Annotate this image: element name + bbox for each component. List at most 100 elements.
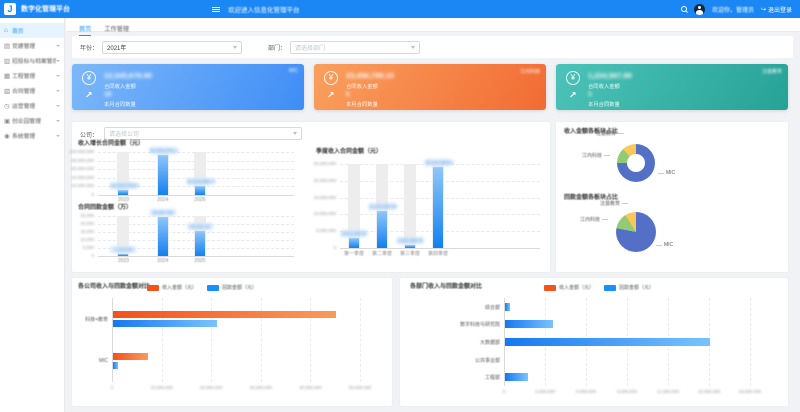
axis-category-label: 第四季度: [427, 251, 448, 257]
tab-0[interactable]: 首页: [79, 23, 92, 37]
menu-collapse-icon[interactable]: [212, 6, 220, 12]
logout-icon: ↪: [760, 6, 766, 13]
dept-select-placeholder: 请选择部门: [295, 45, 326, 52]
sidebar-item-gear[interactable]: ◉ 系统管理: [0, 128, 64, 143]
chevron-down-icon: [411, 45, 416, 49]
axis-tick-label: 10,000,000: [313, 211, 336, 217]
sidebar-item-home[interactable]: ⌂ 首页: [0, 23, 64, 38]
legend-item[interactable]: 收入金额（元）: [543, 284, 594, 291]
chart-title: 收入增长合同金额（元）: [78, 141, 145, 147]
card-amount: 12,345,678.90: [104, 71, 152, 80]
axis-category-label: 综合部: [484, 304, 500, 311]
pen-icon: ▧: [4, 87, 11, 95]
tab-bar: 首页 工作管理: [66, 18, 800, 37]
axis-category-label: 2025: [194, 197, 206, 203]
legend-item[interactable]: 回款金额（元）: [207, 284, 257, 291]
company-select[interactable]: 请选择公司: [104, 127, 302, 140]
year-select[interactable]: 2021年: [102, 40, 243, 54]
company-select-placeholder: 请选择公司: [109, 132, 140, 138]
bar-value-label: 24,123,456.90: [425, 159, 454, 167]
bar-回款金额（元）: [505, 373, 529, 382]
card-count: 18: [104, 91, 112, 98]
axis-tick-label: 10,000: [80, 237, 94, 242]
donut-hole: [627, 154, 645, 172]
search-icon[interactable]: [680, 6, 687, 12]
logout-label: 退出登录: [767, 7, 792, 14]
axis-category-label: MIC: [98, 358, 108, 364]
yen-circle-icon: ¥: [566, 71, 580, 85]
stat-card-1: 江内科技 ¥23,456,789.10 合同收入金额 ↗ 6 本月合同数量: [314, 64, 546, 110]
panel-company-compare: 各公司收入与回款金额对比 收入金额（元） 回款金额（元） 0 10,000,000 20,…: [72, 278, 392, 406]
slice-label-0: MIC: [656, 242, 690, 248]
bar-收入金额（元）: [113, 353, 148, 360]
chevron-down-icon: [233, 45, 238, 49]
legend-item[interactable]: 回款金额（元）: [604, 284, 654, 291]
axis-tick-label: 0: [333, 245, 336, 250]
axis-category-label: 第一季度: [343, 251, 364, 257]
axis-tick-label: 40,000,000: [299, 385, 322, 390]
sidebar-item-clock[interactable]: ◷ 运营管理: [0, 98, 64, 113]
trend-up-icon: ↗: [85, 90, 93, 100]
chart-title: 各部门收入与回款金额对比: [410, 284, 483, 290]
axis-tick-label: 15,000: [80, 229, 94, 234]
axis-tick-label: 25,000,000: [313, 161, 336, 166]
bar-回款金额（元）: [113, 320, 218, 327]
slice-label-1: 江内科技: [574, 216, 608, 223]
axis-tick-label: 0: [110, 385, 114, 390]
axis-tick-label: 20,000: [80, 221, 94, 226]
axis-tick-label: 5,000,000: [315, 228, 336, 234]
legend-swatch: [543, 284, 556, 291]
sidebar-item-doc[interactable]: ▥ 招投标与档案管理: [0, 53, 64, 68]
bar-background: [348, 164, 360, 248]
chevron-down-icon: [56, 59, 60, 62]
dept-select[interactable]: 请选择部门: [290, 40, 421, 54]
legend-swatch: [604, 284, 616, 291]
axis-tick-label: 0: [91, 192, 94, 197]
pie-chart: [616, 212, 656, 252]
axis-category-label: 工程部: [484, 375, 500, 382]
legend-item[interactable]: 收入金额（元）: [146, 284, 197, 291]
panel-share-charts: 收入金额各板块占比 MIC 江内科技 注基教育 回款金额各板块占比 MIC 江内科技 注基教育: [556, 122, 788, 272]
slice-label-text: 江内科技: [581, 152, 602, 159]
bar-2023: [118, 189, 129, 195]
chevron-down-icon: [56, 89, 60, 92]
card-tag: 注基教育: [761, 69, 782, 75]
chart-title: 收入金额各板块占比: [564, 129, 619, 135]
app-logo-letter: J: [7, 4, 13, 14]
label-leader-line: [604, 154, 610, 156]
legend-label: 收入金额（元）: [558, 285, 594, 291]
sidebar-item-label: 运营管理: [12, 104, 36, 110]
box-icon: ▣: [4, 117, 11, 125]
chart-title: 季度收入合同金额（元）: [316, 149, 383, 155]
sidebar-item-box[interactable]: ▣ 创业园管理: [0, 113, 64, 128]
chevron-down-icon: [56, 44, 60, 47]
axis-tick-label: 20,000,000: [199, 385, 223, 390]
tab-1[interactable]: 工作管理: [104, 23, 129, 37]
sidebar-item-flag[interactable]: ▤ 党建管理: [0, 38, 64, 53]
sidebar-item-pen[interactable]: ▧ 合同管理: [0, 83, 64, 98]
chevron-down-icon: [56, 104, 60, 107]
chart-legend: 收入金额（元） 回款金额（元）: [82, 284, 322, 291]
topbar: J 数字化管理平台 欢迎进入信息化管理平台 欢迎你，管理员 ↪ 退出登录: [0, 0, 800, 18]
label-leader-line: [656, 244, 662, 246]
slice-label-text: 注基教育: [599, 200, 620, 207]
slice-label-text: 江内科技: [579, 216, 600, 223]
tab-label: 工作管理: [104, 26, 130, 33]
chart-title: 合同回款金额（万）: [78, 205, 133, 211]
grid-line: [310, 298, 312, 382]
panel-dept-compare: 各部门收入与回款金额对比 收入金额（元） 回款金额（元） 0 3,000,000 6,00…: [400, 278, 788, 406]
x-axis-line: [98, 256, 294, 257]
axis-tick-label: 9,000,000: [616, 389, 638, 394]
avatar[interactable]: [693, 3, 705, 15]
panel-yearly-charts: 公司： 请选择公司 收入增长合同金额（元） 100,000,000 80,000,0…: [69, 122, 550, 272]
sidebar-item-label: 党建管理: [12, 44, 36, 50]
axis-tick-label: 0: [91, 253, 94, 258]
bar-value-label: 1,023,456.78: [397, 236, 424, 244]
sidebar-item-grid[interactable]: ▦ 工程管理: [0, 68, 64, 83]
axis-tick-label: 20,000,000: [313, 177, 336, 183]
logout-button[interactable]: ↪ 退出登录: [761, 5, 792, 14]
bar-value-label: 1,234.56: [110, 246, 137, 253]
legend-label: 回款金额（元）: [222, 285, 258, 291]
bar-第三季度: [405, 244, 415, 248]
chevron-down-icon: [56, 134, 60, 137]
